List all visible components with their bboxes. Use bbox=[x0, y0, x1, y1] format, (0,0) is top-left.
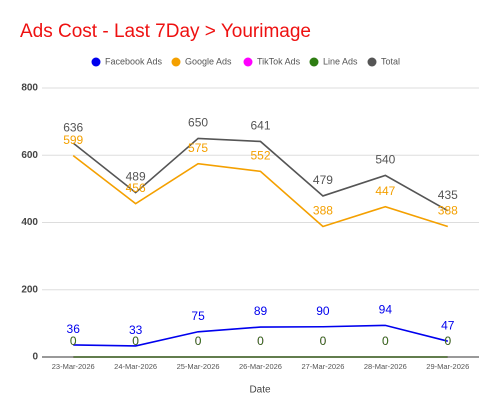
x-tick-label: 25-Mar-2026 bbox=[177, 362, 220, 371]
data-label: 89 bbox=[254, 304, 268, 318]
legend-label: TikTok Ads bbox=[257, 56, 301, 66]
legend-swatch bbox=[91, 57, 101, 67]
data-label: 540 bbox=[375, 153, 395, 167]
x-tick-label: 29-Mar-2026 bbox=[426, 362, 469, 371]
data-label: 0 bbox=[320, 334, 327, 348]
data-label: 0 bbox=[320, 334, 327, 348]
data-label: 75 bbox=[191, 309, 205, 323]
data-label: 641 bbox=[250, 119, 270, 133]
y-tick-label: 200 bbox=[21, 284, 38, 295]
data-label: 0 bbox=[257, 334, 264, 348]
data-label: 0 bbox=[382, 334, 389, 348]
series-line bbox=[73, 324, 448, 347]
data-label: 0 bbox=[70, 334, 77, 348]
x-tick-label: 28-Mar-2026 bbox=[364, 362, 407, 371]
legend-swatch bbox=[367, 57, 377, 67]
x-tick-label: 24-Mar-2026 bbox=[114, 362, 157, 371]
data-label: 0 bbox=[70, 334, 77, 348]
data-label: 0 bbox=[132, 334, 139, 348]
y-tick-label: 800 bbox=[21, 83, 38, 94]
data-label: 447 bbox=[375, 184, 395, 198]
data-label: 36 bbox=[67, 322, 81, 336]
data-label: 47 bbox=[441, 318, 455, 332]
data-label: 33 bbox=[129, 323, 143, 337]
series-line bbox=[72, 154, 449, 228]
legend-swatch bbox=[171, 57, 181, 67]
x-tick-label: 26-Mar-2026 bbox=[239, 362, 282, 371]
legend-label: Google Ads bbox=[185, 56, 232, 66]
x-tick-label: 27-Mar-2026 bbox=[301, 362, 344, 371]
data-label: 456 bbox=[126, 181, 146, 195]
data-label: 0 bbox=[382, 334, 389, 348]
legend-label: Facebook Ads bbox=[105, 56, 163, 66]
legend-label: Line Ads bbox=[323, 56, 358, 66]
data-label: 0 bbox=[444, 334, 451, 348]
data-label: 435 bbox=[438, 188, 458, 202]
data-label: 0 bbox=[195, 334, 202, 348]
y-tick-label: 400 bbox=[21, 217, 38, 228]
legend-label: Total bbox=[381, 56, 400, 66]
data-label: 0 bbox=[132, 334, 139, 348]
data-label: 479 bbox=[313, 173, 333, 187]
data-label: 599 bbox=[63, 133, 83, 147]
data-label: 90 bbox=[316, 304, 330, 318]
y-tick-label: 0 bbox=[32, 352, 38, 363]
data-label: 0 bbox=[195, 334, 202, 348]
data-label: 636 bbox=[63, 120, 83, 134]
data-label: 575 bbox=[188, 141, 208, 155]
legend-swatch bbox=[243, 57, 253, 67]
x-axis-label: Date bbox=[249, 385, 271, 396]
data-label: 388 bbox=[313, 204, 333, 218]
data-label: 489 bbox=[126, 170, 146, 184]
chart-title: Ads Cost - Last 7Day > Yourimage bbox=[20, 21, 311, 42]
y-tick-label: 600 bbox=[21, 150, 38, 161]
series-line bbox=[72, 137, 449, 212]
data-label: 552 bbox=[250, 149, 270, 163]
data-label: 0 bbox=[444, 334, 451, 348]
data-label: 388 bbox=[438, 204, 458, 218]
x-tick-label: 23-Mar-2026 bbox=[52, 362, 95, 371]
data-label: 650 bbox=[188, 116, 208, 130]
legend-swatch bbox=[309, 57, 319, 67]
data-label: 0 bbox=[257, 334, 264, 348]
data-label: 94 bbox=[379, 303, 393, 317]
